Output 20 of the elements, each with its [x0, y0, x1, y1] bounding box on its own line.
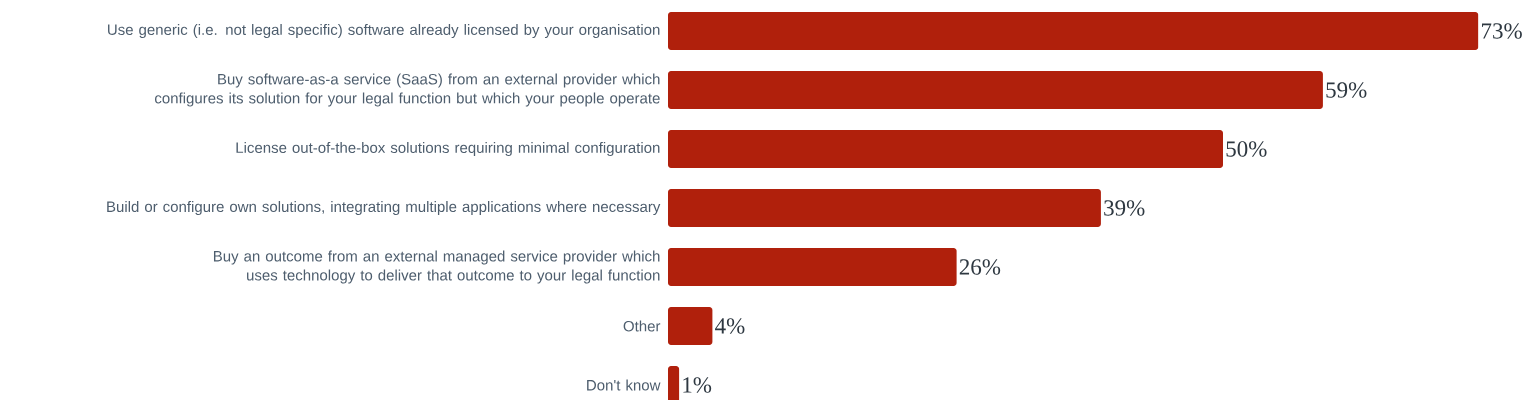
y-tick-label: License out-of-the-box solutions requiring minimal configuration [236, 142, 660, 156]
data-label: 59% [1326, 82, 1367, 98]
bar [668, 248, 957, 287]
data-label: 1% [683, 377, 712, 393]
bar [668, 189, 1101, 227]
data-label: 73% [1482, 23, 1522, 39]
bar [668, 307, 713, 346]
y-tick-label: Don't know [587, 379, 661, 391]
y-tick-label: Other [623, 320, 661, 332]
bar [668, 70, 1323, 109]
data-label: 4% [715, 318, 745, 334]
data-label: 50% [1226, 141, 1267, 157]
y-tick-label: Buy software-as-a service (SaaS) from an external provider which configures its solution for your legal function but which your people operate [155, 73, 660, 107]
y-tick-label: Use generic (i.e. not legal specific) software already licensed by your organisation [108, 23, 660, 38]
bar [668, 130, 1223, 168]
y-tick-label: Buy an outcome from an external managed service provider which uses technology to deliver that outcome to your legal function [213, 250, 660, 284]
data-label: 39% [1104, 200, 1145, 216]
data-label: 26% [959, 259, 1001, 275]
bar [668, 11, 1479, 50]
y-tick-label: Build or configure own solutions, integrating multiple applications where necessary [107, 201, 661, 215]
